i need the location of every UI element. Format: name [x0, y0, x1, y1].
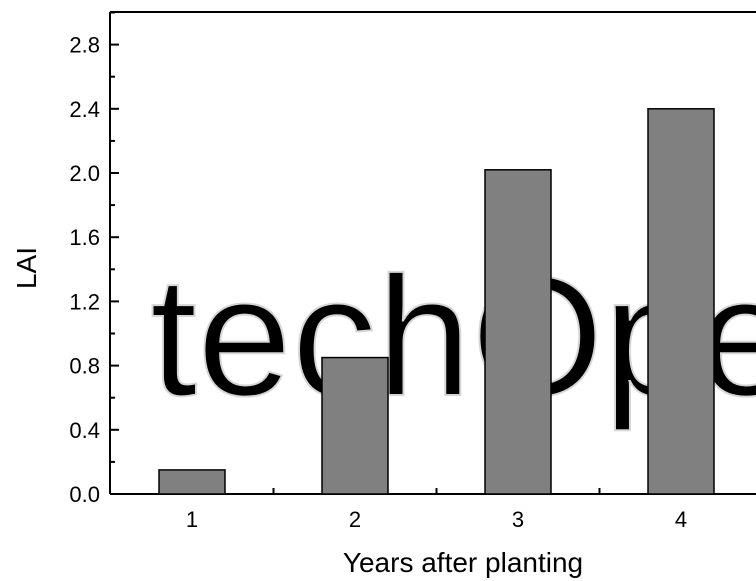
bar-year-2 — [321, 356, 389, 495]
y-tick-label: 0.8 — [69, 354, 100, 379]
x-tick-label: 3 — [512, 507, 524, 532]
bar-series — [158, 108, 715, 495]
bar-year-3 — [484, 169, 552, 495]
x-axis-title: Years after planting — [343, 547, 583, 578]
bar-year-1 — [158, 469, 226, 495]
y-tick-label: 1.6 — [69, 225, 100, 250]
y-tick-label: 2.0 — [69, 161, 100, 186]
y-tick-label: 0.0 — [69, 482, 100, 507]
bar-year-4 — [647, 108, 715, 495]
x-tick-label: 2 — [349, 507, 361, 532]
y-axis-ticks: 0.0 0.4 0.8 1.2 1.6 2.0 2.4 2.8 — [69, 11, 119, 507]
y-tick-label: 2.8 — [69, 33, 100, 58]
y-axis-title: LAI — [11, 247, 42, 289]
x-tick-label: 1 — [186, 507, 198, 532]
y-tick-label: 2.4 — [69, 97, 100, 122]
x-axis-ticks: 1 2 3 4 — [186, 488, 687, 532]
x-tick-label: 4 — [675, 507, 687, 532]
y-tick-label: 1.2 — [69, 289, 100, 314]
y-tick-label: 0.4 — [69, 418, 100, 443]
